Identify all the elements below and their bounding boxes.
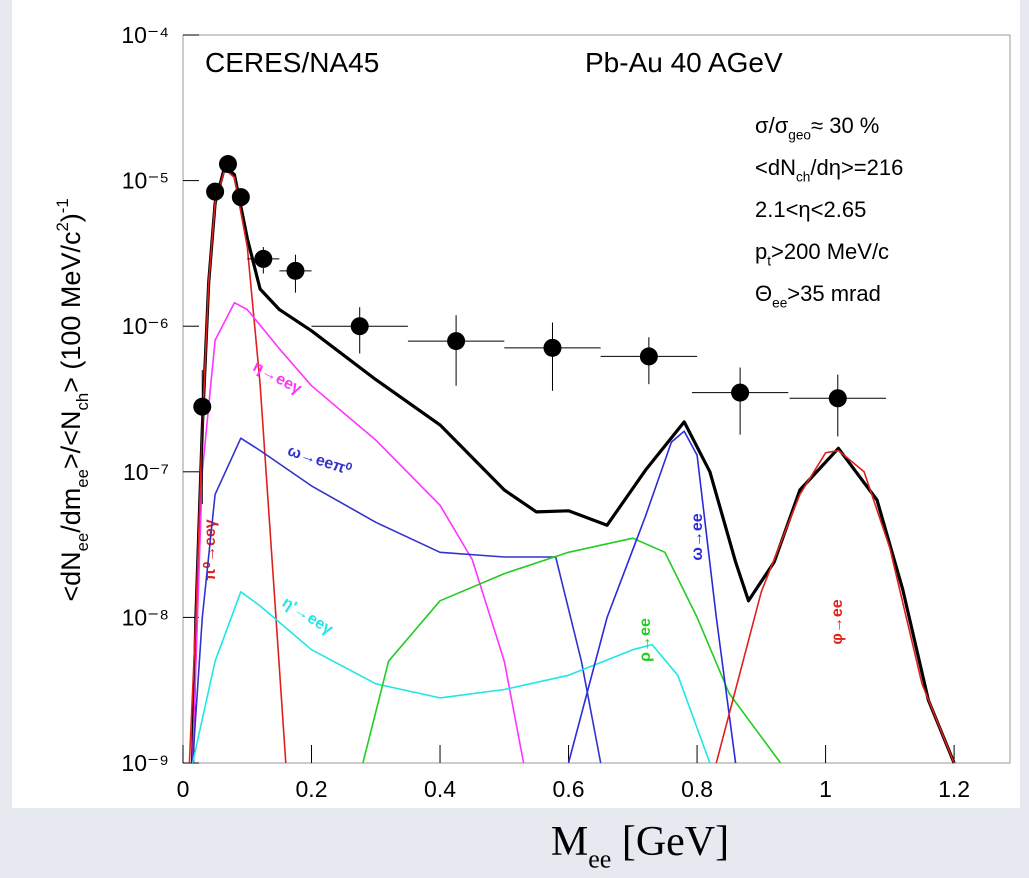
annotation: Θee>35 mrad [755,281,881,311]
y-axis-title-part: ee [73,533,92,552]
plot-frame [182,34,1011,764]
x-tick-label: 1 [819,776,832,802]
annotation: pt>200 MeV/c [755,239,889,269]
curve-label: ω→ee [689,513,706,560]
annotation: 2.1<η<2.65 [755,197,866,222]
curve [715,449,955,764]
annotation-part: p [755,239,767,264]
x-tick-label: 0.6 [553,776,585,802]
data-point [447,332,466,351]
y-axis-title-part: ) [56,213,86,222]
curve [362,537,782,764]
y-axis-title-part: ch [73,393,92,411]
data-point [350,317,369,336]
y-tick-label: 10⁻⁷ [123,459,169,485]
y-axis-title-part: -1 [53,198,72,213]
x-axis-title-part: ee [588,845,611,874]
annotation-part: ch [796,170,810,185]
x-tick-label: 0.4 [424,776,456,802]
annotation-part: <dN [755,155,796,180]
annotation-part: ≈ 30 % [811,113,879,138]
y-tick-label: 10⁻⁶ [122,313,169,339]
x-tick-label: 0 [177,776,190,802]
data-point [193,397,212,416]
curve [567,430,737,764]
data-point [543,338,562,357]
y-axis-title-part: > (100 MeV/c [56,232,86,393]
plot-panel [12,0,1020,808]
x-tick-label: 1.2 [938,776,970,802]
y-tick-label: 10⁻⁵ [122,168,169,194]
y-axis-title-part: /dm [56,488,86,533]
y-tick-label: 10⁻⁸ [122,604,169,630]
annotation-part: 2.1<η<2.65 [755,197,866,222]
y-tick-label: 10⁻⁴ [121,22,169,48]
annotation-part: ee [772,296,787,311]
annotation-part: geo [788,128,811,143]
curve-label: ρ→ee [637,618,654,662]
annotation-part: >200 MeV/c [771,239,889,264]
chart-subtitle: Pb-Au 40 AGeV [585,47,783,78]
y-axis-title: <dNee/dmee>/<Nch> (100 MeV/c2)-1 [53,198,92,601]
annotation: σ/σgeo≈ 30 % [755,113,879,143]
annotation: <dNch/dη>=216 [755,155,903,185]
curve [191,301,525,764]
y-tick-label: 10⁻⁹ [121,750,169,776]
data-point [731,383,750,402]
curve-label: φ→ee [829,599,846,644]
annotation-part: Θ [755,281,772,306]
x-axis-title: Mee [GeV] [551,819,729,874]
y-axis-title-part: 2 [53,222,72,231]
data-point [231,188,250,207]
y-axis-title-part: <dN [56,551,86,601]
chart-title: CERES/NA45 [205,47,379,78]
y-axis-title-part: >/<N [56,411,86,470]
data-point [639,347,658,366]
annotation-part: σ/σ [755,113,789,138]
annotation-part: /dη>=216 [810,155,903,180]
annotation-part: >35 mrad [787,281,881,306]
annotation-part: t [767,254,771,269]
curve-label: π⁰→eeγ [202,519,219,580]
data-point [828,389,847,408]
data-point [286,261,305,280]
data-point [254,249,273,268]
x-axis-title-part: M [551,819,588,865]
data-point [206,182,225,201]
x-axis-title-part: [GeV] [611,819,729,865]
curve [191,591,711,764]
x-tick-label: 0.8 [681,776,713,802]
y-axis-title-part: ee [73,469,92,488]
x-tick-label: 0.2 [296,776,328,802]
data-point [218,155,237,174]
curve [191,437,602,764]
